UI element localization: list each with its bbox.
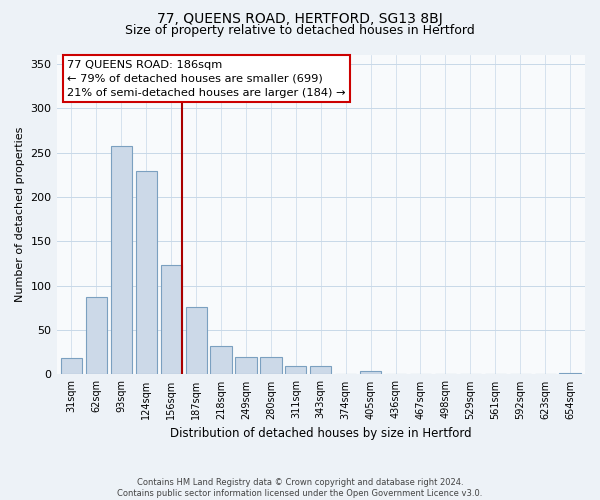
Y-axis label: Number of detached properties: Number of detached properties [15, 127, 25, 302]
Bar [260, 356, 281, 374]
Bar [360, 371, 381, 374]
Bar [86, 297, 107, 374]
X-axis label: Distribution of detached houses by size in Hertford: Distribution of detached houses by size … [170, 427, 472, 440]
Bar [235, 356, 257, 374]
Text: 77 QUEENS ROAD: 186sqm
← 79% of detached houses are smaller (699)
21% of semi-de: 77 QUEENS ROAD: 186sqm ← 79% of detached… [67, 60, 346, 98]
Bar [61, 358, 82, 374]
Bar [310, 366, 331, 374]
Bar [161, 266, 182, 374]
Bar [185, 307, 207, 374]
Bar [559, 372, 581, 374]
Bar [136, 171, 157, 374]
Text: Size of property relative to detached houses in Hertford: Size of property relative to detached ho… [125, 24, 475, 37]
Bar [211, 346, 232, 374]
Text: 77, QUEENS ROAD, HERTFORD, SG13 8BJ: 77, QUEENS ROAD, HERTFORD, SG13 8BJ [157, 12, 443, 26]
Bar [285, 366, 307, 374]
Text: Contains HM Land Registry data © Crown copyright and database right 2024.
Contai: Contains HM Land Registry data © Crown c… [118, 478, 482, 498]
Bar [111, 146, 132, 374]
